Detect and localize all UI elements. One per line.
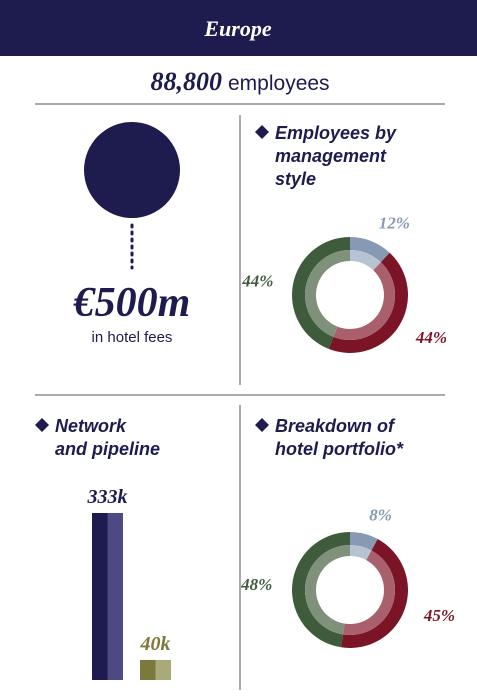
employee-label: employees xyxy=(228,72,330,95)
donut-segment xyxy=(341,539,409,649)
fees-circle xyxy=(84,122,180,218)
section-title: Breakdown of xyxy=(275,416,396,436)
diamond-icon xyxy=(255,418,269,432)
value-label: 48% xyxy=(240,575,272,594)
donut-segment xyxy=(350,237,390,263)
diamond-icon xyxy=(255,125,269,139)
fees-label: in hotel fees xyxy=(92,329,173,346)
value-label: 40k xyxy=(140,633,171,655)
bar-highlight xyxy=(107,513,123,680)
donut-segment-inner xyxy=(343,550,395,635)
value-label: 12% xyxy=(379,213,410,232)
value-label: 45% xyxy=(423,606,455,625)
section-title: Employees by xyxy=(275,123,397,143)
bar-highlight xyxy=(155,659,171,680)
value-label: 44% xyxy=(415,328,447,347)
diamond-icon xyxy=(35,418,49,432)
donut-segment-inner xyxy=(350,250,381,271)
section-title: Network xyxy=(55,416,127,436)
value-label: 8% xyxy=(369,505,392,524)
donut-segment xyxy=(328,252,408,353)
section-title: and pipeline xyxy=(55,439,160,459)
section-title: management xyxy=(275,146,387,166)
section-title: style xyxy=(275,169,316,189)
donut-segment-inner xyxy=(333,262,395,340)
header-title: Europe xyxy=(203,16,271,41)
donut-segment-inner xyxy=(350,545,372,561)
donut-segment xyxy=(292,532,350,648)
section-title: hotel portfolio* xyxy=(275,439,404,459)
bar xyxy=(140,659,156,680)
donut-segment-inner xyxy=(305,250,350,337)
fees-value: €500m xyxy=(73,280,191,326)
bar xyxy=(92,513,108,680)
header-bar xyxy=(0,0,477,56)
donut-segment xyxy=(350,532,378,551)
employee-count: 88,800 xyxy=(151,67,223,96)
value-label: 44% xyxy=(241,271,273,290)
donut-segment xyxy=(292,237,350,349)
value-label: 333k xyxy=(87,486,128,508)
donut-segment-inner xyxy=(305,545,350,635)
